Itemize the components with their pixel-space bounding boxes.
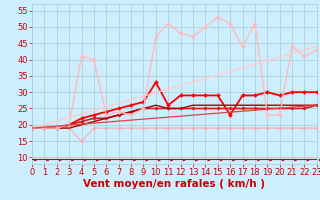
X-axis label: Vent moyen/en rafales ( km/h ): Vent moyen/en rafales ( km/h ) <box>84 179 265 189</box>
